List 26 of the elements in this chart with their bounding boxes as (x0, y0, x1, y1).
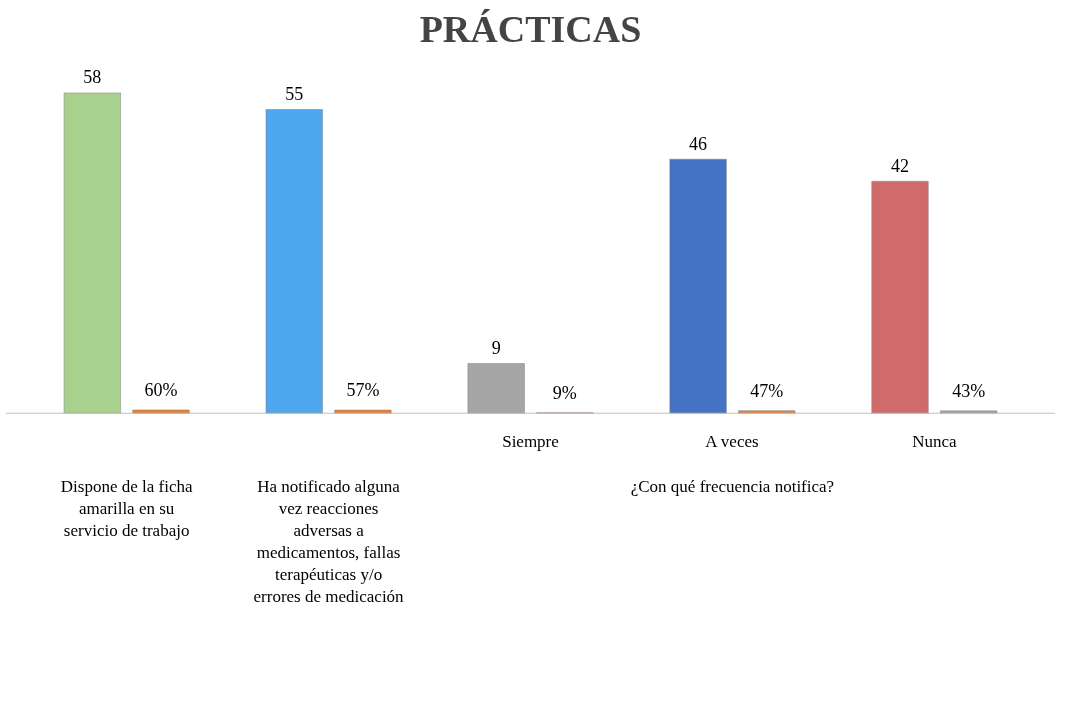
data-label: 42 (891, 155, 910, 176)
data-label: 46 (689, 133, 708, 154)
bar (738, 410, 796, 414)
x-tick-label: Siempre (502, 432, 559, 452)
data-label: 43% (952, 381, 986, 402)
data-label: 55 (285, 83, 304, 104)
x-tick-label: A veces (705, 432, 759, 452)
bar (63, 92, 121, 414)
data-label: 60% (144, 380, 178, 401)
bar (265, 109, 323, 414)
bar (467, 363, 525, 414)
data-label: 47% (750, 381, 784, 402)
text: ¿Con qué frecuencia notifica? (630, 477, 835, 497)
bar (669, 158, 727, 414)
bar (940, 410, 998, 414)
data-label: 9 (491, 337, 501, 358)
bar (132, 409, 190, 414)
bar (334, 409, 392, 414)
x-tick-label: Ha notificado alguna vez reacciones adversas a medicamentos, fallas terapéuticas y/o errores de medicación (253, 477, 405, 606)
data-label: 57% (346, 380, 380, 401)
x-tick-label: Dispone de la ficha amarilla en su servicio de trabajo (60, 477, 193, 540)
data-label: 9% (552, 383, 577, 404)
bar (871, 181, 929, 414)
chart-title: PRÁCTICAS (419, 7, 642, 50)
x-tick-label: Nunca (912, 432, 957, 452)
data-label: 58 (83, 67, 102, 88)
